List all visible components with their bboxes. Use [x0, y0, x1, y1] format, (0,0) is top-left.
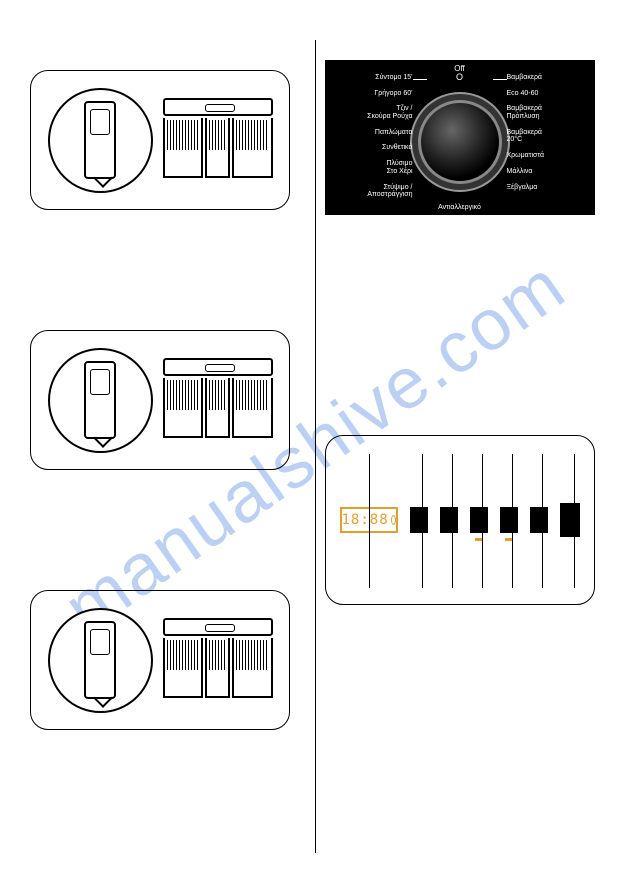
- dial-off-label: Off O: [454, 64, 465, 82]
- program-label: Βαμβακερά: [507, 74, 587, 82]
- option-button[interactable]: [470, 507, 488, 533]
- option-button[interactable]: [530, 507, 548, 533]
- rotary-dial-icon[interactable]: [418, 100, 502, 184]
- callout-line: [574, 454, 575, 588]
- program-dial-panel: Off O Σύντομο 15' Γρήγορο 60' Τζιν / Σκο…: [325, 60, 595, 215]
- left-column: [30, 40, 305, 853]
- illustration-step-2: [30, 330, 290, 470]
- illustration-step-3: [30, 590, 290, 730]
- drawer-open-icon: [163, 358, 273, 443]
- program-label: Συνθετικά: [333, 144, 413, 152]
- label-connector: [413, 79, 427, 80]
- callout-line: [452, 454, 453, 588]
- start-pause-button[interactable]: [560, 503, 580, 537]
- program-label: Τζιν / Σκούρα Ρούχα: [333, 105, 413, 120]
- drawer-open-icon: [163, 618, 273, 703]
- magnify-lens: [48, 88, 153, 193]
- program-label: Στύψιμο / Αποστράγγιση: [333, 184, 413, 199]
- dial-labels-right: Βαμβακερά Eco 40-60 Βαμβακερά Πρόπλυση Β…: [507, 74, 587, 191]
- callout-line: [512, 454, 513, 588]
- program-label-bottom: Αντιαλλεργικό: [438, 204, 481, 211]
- program-label: Πλύσιμο Στο Χέρι: [333, 160, 413, 175]
- program-label: Γρήγορο 60': [333, 90, 413, 98]
- drawer-closeup-icon: [84, 361, 116, 439]
- button-row: 18:88: [340, 503, 580, 537]
- dial-labels-left: Σύντομο 15' Γρήγορο 60' Τζιν / Σκούρα Ρο…: [333, 74, 413, 199]
- column-divider: [315, 40, 316, 853]
- control-button-panel: 18:88: [325, 435, 595, 605]
- display-digits: 18:88: [342, 512, 389, 528]
- option-button[interactable]: [500, 507, 518, 533]
- option-button[interactable]: [440, 507, 458, 533]
- drawer-closeup-icon: [84, 101, 116, 179]
- program-label: Μάλλινα: [507, 168, 587, 176]
- callout-line: [482, 454, 483, 588]
- magnify-lens: [48, 348, 153, 453]
- program-label: Βαμβακερά 20°C: [507, 129, 587, 144]
- callout-line: [369, 454, 370, 588]
- callout-line: [422, 454, 423, 588]
- program-label: Eco 40-60: [507, 90, 587, 98]
- program-label: Βαμβακερά Πρόπλυση: [507, 105, 587, 120]
- label-connector: [493, 79, 507, 80]
- callout-line: [542, 454, 543, 588]
- program-label: Σύντομο 15': [333, 74, 413, 82]
- program-label: Χρωματιστά: [507, 152, 587, 160]
- drawer-closeup-icon: [84, 621, 116, 699]
- program-label: Παπλώματα: [333, 129, 413, 137]
- drawer-open-icon: [163, 98, 273, 183]
- magnify-lens: [48, 608, 153, 713]
- off-mark-icon: O: [456, 72, 463, 82]
- option-button[interactable]: [410, 507, 428, 533]
- illustration-step-1: [30, 70, 290, 210]
- program-label: Ξέβγαλμα: [507, 184, 587, 192]
- clock-icon: [391, 515, 396, 525]
- right-column: Off O Σύντομο 15' Γρήγορο 60' Τζιν / Σκο…: [325, 40, 600, 853]
